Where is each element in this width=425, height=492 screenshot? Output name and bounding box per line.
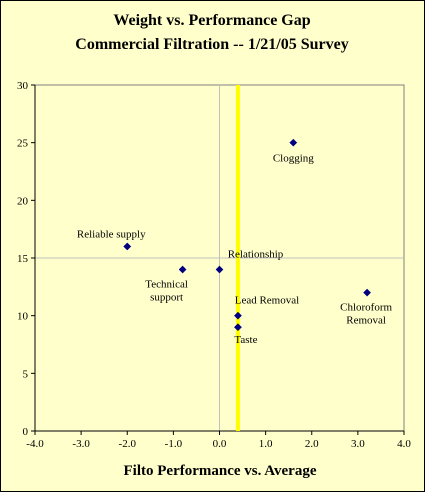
chart-title-line-2: Commercial Filtration -- 1/21/05 Survey	[75, 36, 348, 53]
data-point-label: Technical support	[145, 279, 188, 304]
x-tick-label: 0.0	[213, 438, 227, 450]
x-tick-label: -2.0	[119, 438, 137, 450]
y-tick-label: 25	[17, 138, 29, 150]
chart-title-line-1: Weight vs. Performance Gap	[113, 12, 310, 29]
data-point	[123, 242, 132, 251]
x-tick-label: 2.0	[305, 438, 319, 450]
x-tick-label: -4.0	[26, 438, 44, 450]
x-tick-label: 1.0	[259, 438, 273, 450]
x-tick-label: 3.0	[351, 438, 365, 450]
y-tick-label: 30	[17, 80, 29, 92]
x-axis-label: Filto Performance vs. Average	[124, 463, 317, 479]
y-tick-label: 15	[17, 253, 29, 265]
y-tick-label: 20	[17, 195, 29, 207]
y-tick-label: 5	[23, 368, 29, 380]
data-point-label: Taste	[234, 334, 257, 346]
data-point-label: Chloroform Removal	[340, 302, 392, 327]
data-point	[363, 288, 372, 297]
data-point	[233, 311, 242, 320]
data-point-label: Relationship	[228, 249, 284, 261]
data-point-label: Lead Removal	[235, 295, 299, 307]
data-point	[215, 265, 224, 274]
plot-area: -4.0 -3.0 -2.0 -1.0 0.0 1.0 2.0 3.0 4.0 0 5 10 15 20 2…	[17, 80, 411, 450]
x-tick-label: -1.0	[165, 438, 183, 450]
data-point-label: Clogging	[273, 153, 314, 165]
data-point	[233, 323, 242, 332]
x-tick-label: -3.0	[72, 438, 90, 450]
data-point	[289, 138, 298, 147]
data-point	[178, 265, 187, 274]
y-tick-label: 0	[23, 426, 29, 438]
y-tick-label: 10	[17, 311, 29, 323]
data-point-label: Reliable supply	[77, 228, 146, 240]
x-tick-label: 4.0	[397, 438, 411, 450]
